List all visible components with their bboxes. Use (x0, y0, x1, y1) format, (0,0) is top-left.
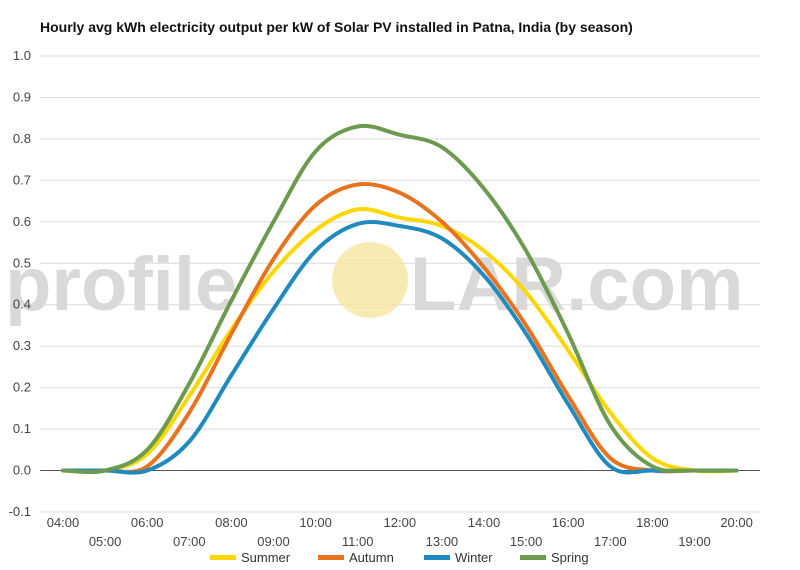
grid-lines (40, 55, 760, 513)
legend-label: Winter (455, 550, 493, 565)
legend-item-summer[interactable]: Summer (210, 550, 291, 565)
y-axis: -0.1 0.0 0.1 0.2 0.3 0.4 0.5 0.6 0.7 0.8 0.9 1.0 (9, 48, 31, 519)
legend-label: Summer (241, 550, 291, 565)
legend-swatch (210, 555, 236, 560)
y-tick-label: 0.1 (13, 421, 31, 436)
watermark-text-before: profile (5, 242, 237, 327)
y-tick-label: 0.4 (13, 297, 31, 312)
x-tick-label: 04:00 (47, 515, 80, 530)
series-line-autumn (61, 181, 739, 474)
x-tick-label: 14:00 (468, 515, 501, 530)
x-tick-label: 06:00 (131, 515, 164, 530)
y-tick-label: 0.9 (13, 89, 31, 104)
x-tick-label: 13:00 (426, 534, 459, 549)
x-tick-label: 10:00 (299, 515, 332, 530)
x-tick-label: 08:00 (215, 515, 248, 530)
y-tick-label: 0.6 (13, 214, 31, 229)
x-axis: 04:00 05:00 06:00 07:00 08:00 09:00 10:00 11:00… (47, 515, 753, 549)
legend-swatch (520, 555, 546, 560)
x-tick-label: 18:00 (636, 515, 669, 530)
y-tick-label: 0.3 (13, 338, 31, 353)
legend-item-autumn[interactable]: Autumn (318, 550, 394, 565)
series-line-summer (61, 207, 739, 474)
y-tick-label: 0.7 (13, 172, 31, 187)
series-line-winter (61, 220, 739, 475)
y-tick-label: 0.0 (13, 463, 31, 478)
legend-item-spring[interactable]: Spring (520, 550, 589, 565)
x-tick-label: 20:00 (720, 515, 753, 530)
y-tick-label: 1.0 (13, 48, 31, 63)
chart-title: Hourly avg kWh electricity output per kW… (40, 19, 633, 35)
legend-item-winter[interactable]: Winter (424, 550, 493, 565)
x-tick-label: 19:00 (678, 534, 711, 549)
legend-label: Autumn (349, 550, 394, 565)
x-tick-label: 11:00 (342, 534, 374, 549)
x-tick-label: 17:00 (594, 534, 627, 549)
watermark: profile LAR.com (5, 242, 744, 327)
y-tick-label: 0.8 (13, 131, 31, 146)
x-tick-label: 07:00 (173, 534, 206, 549)
x-tick-label: 05:00 (89, 534, 122, 549)
legend-label: Spring (551, 550, 589, 565)
y-tick-label: -0.1 (9, 504, 31, 519)
x-tick-label: 16:00 (552, 515, 585, 530)
y-tick-label: 0.5 (13, 255, 31, 270)
legend-swatch (424, 555, 450, 560)
series-line-spring (61, 123, 739, 475)
x-tick-label: 09:00 (257, 534, 290, 549)
watermark-sun-icon (332, 242, 408, 318)
y-tick-label: 0.2 (13, 380, 31, 395)
x-tick-label: 15:00 (510, 534, 543, 549)
watermark-text-after: LAR.com (410, 242, 744, 327)
legend: Summer Autumn Winter Spring (210, 550, 589, 565)
legend-swatch (318, 555, 344, 560)
series-lines (61, 123, 739, 475)
x-tick-label: 12:00 (384, 515, 417, 530)
